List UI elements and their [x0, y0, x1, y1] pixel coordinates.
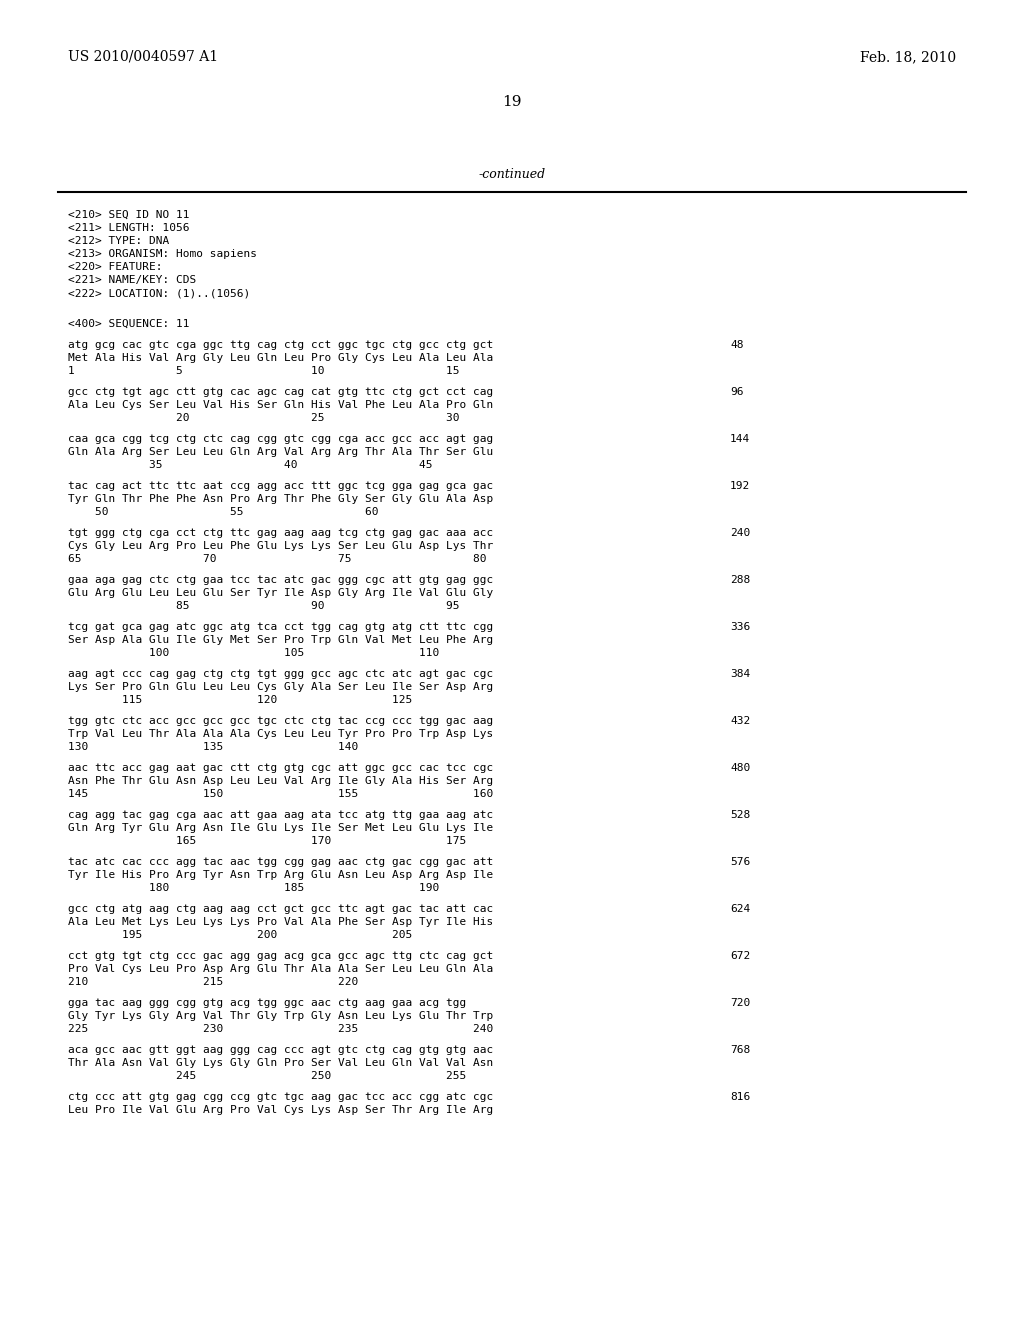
Text: 210                 215                 220: 210 215 220: [68, 977, 358, 987]
Text: <212> TYPE: DNA: <212> TYPE: DNA: [68, 236, 169, 246]
Text: Asn Phe Thr Glu Asn Asp Leu Leu Val Arg Ile Gly Ala His Ser Arg: Asn Phe Thr Glu Asn Asp Leu Leu Val Arg …: [68, 776, 494, 785]
Text: 336: 336: [730, 622, 751, 632]
Text: 165                 170                 175: 165 170 175: [68, 836, 466, 846]
Text: 65                  70                  75                  80: 65 70 75 80: [68, 554, 486, 564]
Text: 576: 576: [730, 857, 751, 867]
Text: Ala Leu Cys Ser Leu Val His Ser Gln His Val Phe Leu Ala Pro Gln: Ala Leu Cys Ser Leu Val His Ser Gln His …: [68, 400, 494, 411]
Text: 816: 816: [730, 1092, 751, 1102]
Text: gcc ctg tgt agc ctt gtg cac agc cag cat gtg ttc ctg gct cct cag: gcc ctg tgt agc ctt gtg cac agc cag cat …: [68, 387, 494, 397]
Text: Gln Ala Arg Ser Leu Leu Gln Arg Val Arg Arg Thr Ala Thr Ser Glu: Gln Ala Arg Ser Leu Leu Gln Arg Val Arg …: [68, 447, 494, 457]
Text: <222> LOCATION: (1)..(1056): <222> LOCATION: (1)..(1056): [68, 288, 250, 298]
Text: tgg gtc ctc acc gcc gcc gcc tgc ctc ctg tac ccg ccc tgg gac aag: tgg gtc ctc acc gcc gcc gcc tgc ctc ctg …: [68, 715, 494, 726]
Text: 195                 200                 205: 195 200 205: [68, 931, 413, 940]
Text: caa gca cgg tcg ctg ctc cag cgg gtc cgg cga acc gcc acc agt gag: caa gca cgg tcg ctg ctc cag cgg gtc cgg …: [68, 434, 494, 444]
Text: 100                 105                 110: 100 105 110: [68, 648, 439, 657]
Text: 130                 135                 140: 130 135 140: [68, 742, 358, 752]
Text: 1               5                   10                  15: 1 5 10 15: [68, 366, 460, 376]
Text: gcc ctg atg aag ctg aag aag cct gct gcc ttc agt gac tac att cac: gcc ctg atg aag ctg aag aag cct gct gcc …: [68, 904, 494, 913]
Text: Lys Ser Pro Gln Glu Leu Leu Cys Gly Ala Ser Leu Ile Ser Asp Arg: Lys Ser Pro Gln Glu Leu Leu Cys Gly Ala …: [68, 682, 494, 692]
Text: 50                  55                  60: 50 55 60: [68, 507, 379, 517]
Text: aca gcc aac gtt ggt aag ggg cag ccc agt gtc ctg cag gtg gtg aac: aca gcc aac gtt ggt aag ggg cag ccc agt …: [68, 1045, 494, 1055]
Text: Ser Asp Ala Glu Ile Gly Met Ser Pro Trp Gln Val Met Leu Phe Arg: Ser Asp Ala Glu Ile Gly Met Ser Pro Trp …: [68, 635, 494, 645]
Text: aac ttc acc gag aat gac ctt ctg gtg cgc att ggc gcc cac tcc cgc: aac ttc acc gag aat gac ctt ctg gtg cgc …: [68, 763, 494, 774]
Text: 480: 480: [730, 763, 751, 774]
Text: gga tac aag ggg cgg gtg acg tgg ggc aac ctg aag gaa acg tgg: gga tac aag ggg cgg gtg acg tgg ggc aac …: [68, 998, 466, 1008]
Text: <211> LENGTH: 1056: <211> LENGTH: 1056: [68, 223, 189, 234]
Text: 48: 48: [730, 341, 743, 350]
Text: 35                  40                  45: 35 40 45: [68, 459, 432, 470]
Text: Gln Arg Tyr Glu Arg Asn Ile Glu Lys Ile Ser Met Leu Glu Lys Ile: Gln Arg Tyr Glu Arg Asn Ile Glu Lys Ile …: [68, 822, 494, 833]
Text: 672: 672: [730, 950, 751, 961]
Text: 624: 624: [730, 904, 751, 913]
Text: 720: 720: [730, 998, 751, 1008]
Text: 384: 384: [730, 669, 751, 678]
Text: 528: 528: [730, 810, 751, 820]
Text: atg gcg cac gtc cga ggc ttg cag ctg cct ggc tgc ctg gcc ctg gct: atg gcg cac gtc cga ggc ttg cag ctg cct …: [68, 341, 494, 350]
Text: tcg gat gca gag atc ggc atg tca cct tgg cag gtg atg ctt ttc cgg: tcg gat gca gag atc ggc atg tca cct tgg …: [68, 622, 494, 632]
Text: Cys Gly Leu Arg Pro Leu Phe Glu Lys Lys Ser Leu Glu Asp Lys Thr: Cys Gly Leu Arg Pro Leu Phe Glu Lys Lys …: [68, 541, 494, 550]
Text: Feb. 18, 2010: Feb. 18, 2010: [860, 50, 956, 63]
Text: tgt ggg ctg cga cct ctg ttc gag aag aag tcg ctg gag gac aaa acc: tgt ggg ctg cga cct ctg ttc gag aag aag …: [68, 528, 494, 539]
Text: 192: 192: [730, 480, 751, 491]
Text: 288: 288: [730, 576, 751, 585]
Text: Tyr Gln Thr Phe Phe Asn Pro Arg Thr Phe Gly Ser Gly Glu Ala Asp: Tyr Gln Thr Phe Phe Asn Pro Arg Thr Phe …: [68, 494, 494, 504]
Text: Thr Ala Asn Val Gly Lys Gly Gln Pro Ser Val Leu Gln Val Val Asn: Thr Ala Asn Val Gly Lys Gly Gln Pro Ser …: [68, 1059, 494, 1068]
Text: Leu Pro Ile Val Glu Arg Pro Val Cys Lys Asp Ser Thr Arg Ile Arg: Leu Pro Ile Val Glu Arg Pro Val Cys Lys …: [68, 1105, 494, 1115]
Text: Pro Val Cys Leu Pro Asp Arg Glu Thr Ala Ala Ser Leu Leu Gln Ala: Pro Val Cys Leu Pro Asp Arg Glu Thr Ala …: [68, 964, 494, 974]
Text: Glu Arg Glu Leu Leu Glu Ser Tyr Ile Asp Gly Arg Ile Val Glu Gly: Glu Arg Glu Leu Leu Glu Ser Tyr Ile Asp …: [68, 587, 494, 598]
Text: tac cag act ttc ttc aat ccg agg acc ttt ggc tcg gga gag gca gac: tac cag act ttc ttc aat ccg agg acc ttt …: [68, 480, 494, 491]
Text: 240: 240: [730, 528, 751, 539]
Text: ctg ccc att gtg gag cgg ccg gtc tgc aag gac tcc acc cgg atc cgc: ctg ccc att gtg gag cgg ccg gtc tgc aag …: [68, 1092, 494, 1102]
Text: <220> FEATURE:: <220> FEATURE:: [68, 261, 163, 272]
Text: Gly Tyr Lys Gly Arg Val Thr Gly Trp Gly Asn Leu Lys Glu Thr Trp: Gly Tyr Lys Gly Arg Val Thr Gly Trp Gly …: [68, 1011, 494, 1020]
Text: <221> NAME/KEY: CDS: <221> NAME/KEY: CDS: [68, 275, 197, 285]
Text: 20                  25                  30: 20 25 30: [68, 413, 460, 422]
Text: <210> SEQ ID NO 11: <210> SEQ ID NO 11: [68, 210, 189, 220]
Text: 145                 150                 155                 160: 145 150 155 160: [68, 789, 494, 799]
Text: <213> ORGANISM: Homo sapiens: <213> ORGANISM: Homo sapiens: [68, 249, 257, 259]
Text: Trp Val Leu Thr Ala Ala Ala Cys Leu Leu Tyr Pro Pro Trp Asp Lys: Trp Val Leu Thr Ala Ala Ala Cys Leu Leu …: [68, 729, 494, 739]
Text: <400> SEQUENCE: 11: <400> SEQUENCE: 11: [68, 319, 189, 329]
Text: 225                 230                 235                 240: 225 230 235 240: [68, 1024, 494, 1034]
Text: Met Ala His Val Arg Gly Leu Gln Leu Pro Gly Cys Leu Ala Leu Ala: Met Ala His Val Arg Gly Leu Gln Leu Pro …: [68, 352, 494, 363]
Text: 144: 144: [730, 434, 751, 444]
Text: 115                 120                 125: 115 120 125: [68, 696, 413, 705]
Text: gaa aga gag ctc ctg gaa tcc tac atc gac ggg cgc att gtg gag ggc: gaa aga gag ctc ctg gaa tcc tac atc gac …: [68, 576, 494, 585]
Text: 245                 250                 255: 245 250 255: [68, 1071, 466, 1081]
Text: tac atc cac ccc agg tac aac tgg cgg gag aac ctg gac cgg gac att: tac atc cac ccc agg tac aac tgg cgg gag …: [68, 857, 494, 867]
Text: cag agg tac gag cga aac att gaa aag ata tcc atg ttg gaa aag atc: cag agg tac gag cga aac att gaa aag ata …: [68, 810, 494, 820]
Text: cct gtg tgt ctg ccc gac agg gag acg gca gcc agc ttg ctc cag gct: cct gtg tgt ctg ccc gac agg gag acg gca …: [68, 950, 494, 961]
Text: Ala Leu Met Lys Leu Lys Lys Pro Val Ala Phe Ser Asp Tyr Ile His: Ala Leu Met Lys Leu Lys Lys Pro Val Ala …: [68, 917, 494, 927]
Text: 85                  90                  95: 85 90 95: [68, 601, 460, 611]
Text: Tyr Ile His Pro Arg Tyr Asn Trp Arg Glu Asn Leu Asp Arg Asp Ile: Tyr Ile His Pro Arg Tyr Asn Trp Arg Glu …: [68, 870, 494, 880]
Text: -continued: -continued: [478, 168, 546, 181]
Text: 432: 432: [730, 715, 751, 726]
Text: aag agt ccc cag gag ctg ctg tgt ggg gcc agc ctc atc agt gac cgc: aag agt ccc cag gag ctg ctg tgt ggg gcc …: [68, 669, 494, 678]
Text: 96: 96: [730, 387, 743, 397]
Text: 768: 768: [730, 1045, 751, 1055]
Text: 19: 19: [502, 95, 522, 110]
Text: 180                 185                 190: 180 185 190: [68, 883, 439, 894]
Text: US 2010/0040597 A1: US 2010/0040597 A1: [68, 50, 218, 63]
